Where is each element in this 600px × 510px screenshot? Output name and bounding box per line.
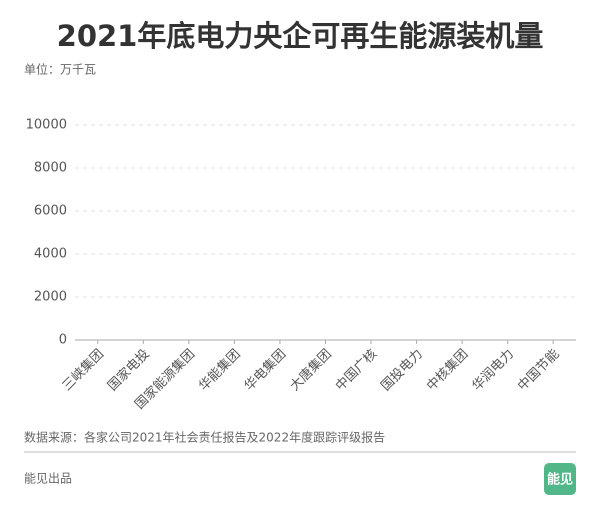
x-tick-label: 中国节能 xyxy=(515,347,562,394)
unit-label: 单位：万千瓦 xyxy=(24,62,96,77)
x-tick-label: 大唐集团 xyxy=(287,346,335,394)
x-tick-label: 国家电投 xyxy=(105,346,153,394)
y-tick-label: 10000 xyxy=(26,118,67,133)
source: 数据来源：各家公司2021年社会责任报告及2022年度跟踪评级报告 xyxy=(24,430,385,445)
logo: 能见 xyxy=(547,472,573,488)
y-tick-label: 8000 xyxy=(34,161,67,176)
y-tick-label: 4000 xyxy=(34,247,67,262)
y-tick-label: 0 xyxy=(59,333,67,348)
chart-title: 2021年底电力央企可再生能源装机量 xyxy=(57,19,544,53)
x-tick-label: 华润电力 xyxy=(470,347,517,394)
x-tick-label: 华电集团 xyxy=(241,346,289,394)
credit: 能见出品 xyxy=(24,472,72,486)
x-tick-label: 三峡集团 xyxy=(59,346,107,394)
y-tick-label: 6000 xyxy=(34,204,67,219)
x-tick-label: 华能集团 xyxy=(196,346,244,394)
y-tick-label: 2000 xyxy=(34,290,67,305)
x-tick-label: 国投电力 xyxy=(378,346,426,394)
x-tick-label: 中核集团 xyxy=(423,346,471,394)
logo-bg xyxy=(544,463,576,495)
x-tick-label: 中国广核 xyxy=(333,347,380,394)
